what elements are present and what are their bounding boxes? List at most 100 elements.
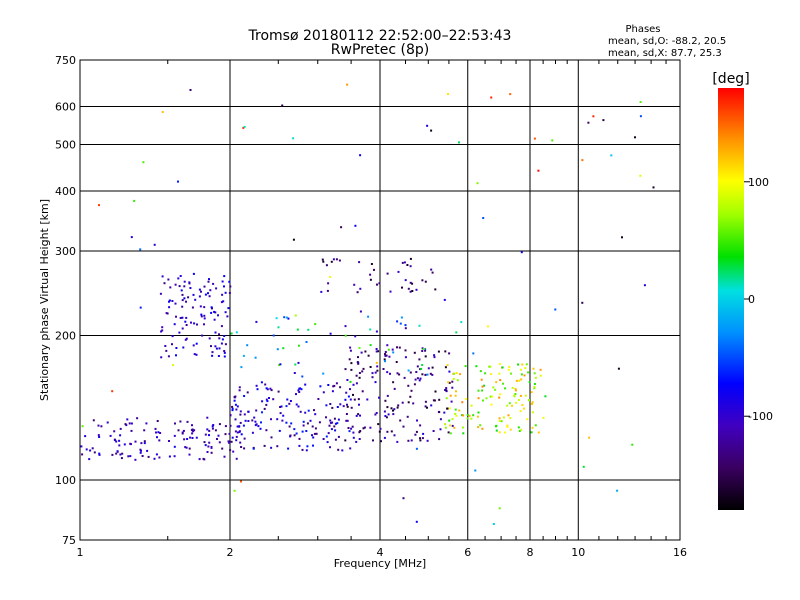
x-tick-label: 10: [571, 546, 585, 559]
data-point: [279, 412, 282, 415]
data-point: [239, 410, 242, 413]
data-point: [234, 418, 237, 421]
data-point: [344, 325, 347, 328]
data-point: [424, 373, 427, 376]
data-point: [396, 346, 398, 349]
data-point: [294, 314, 297, 317]
data-point: [174, 422, 176, 425]
data-point: [498, 419, 501, 422]
data-point: [307, 328, 310, 331]
data-point: [345, 413, 348, 415]
data-point: [339, 386, 342, 389]
data-point: [160, 330, 163, 333]
data-point: [412, 402, 415, 405]
data-point: [434, 288, 437, 291]
data-point: [479, 370, 482, 373]
data-point: [399, 419, 402, 422]
data-point: [520, 373, 523, 376]
y-tick-label: 500: [55, 139, 76, 152]
data-point: [426, 439, 429, 442]
data-point: [134, 458, 137, 461]
data-point: [426, 124, 429, 127]
data-point: [508, 365, 511, 368]
data-point: [359, 414, 361, 417]
data-point: [509, 93, 512, 96]
data-point: [116, 450, 119, 453]
data-point: [224, 291, 227, 294]
data-point: [358, 346, 361, 349]
data-point: [180, 289, 183, 292]
data-point: [265, 387, 268, 390]
data-point: [424, 348, 427, 351]
data-point: [346, 83, 349, 86]
data-point: [462, 432, 465, 435]
data-point: [143, 440, 146, 443]
data-point: [84, 435, 87, 438]
data-point: [495, 429, 498, 432]
data-point: [118, 439, 121, 442]
data-point: [433, 354, 436, 357]
data-point: [387, 413, 390, 416]
data-point: [209, 289, 212, 292]
data-point: [339, 403, 342, 406]
data-point: [375, 412, 378, 414]
data-point: [240, 366, 243, 369]
data-point: [345, 391, 348, 394]
data-point: [376, 283, 378, 286]
data-point: [232, 450, 235, 453]
data-point: [399, 322, 402, 325]
data-point: [140, 442, 143, 445]
data-point: [451, 380, 454, 383]
data-point: [495, 381, 498, 384]
data-point: [378, 430, 381, 433]
data-point: [220, 342, 223, 345]
data-point: [380, 440, 382, 443]
data-point: [393, 387, 396, 390]
data-point: [263, 407, 266, 410]
data-point: [447, 381, 450, 384]
data-point: [455, 414, 458, 417]
data-point: [414, 433, 417, 436]
data-point: [223, 350, 226, 352]
data-point: [384, 354, 387, 357]
data-point: [527, 371, 530, 374]
data-point: [218, 423, 221, 426]
data-point: [520, 251, 523, 254]
data-point: [587, 121, 590, 124]
data-point: [337, 418, 340, 421]
data-point: [191, 424, 193, 427]
data-point: [129, 442, 132, 445]
data-point: [336, 406, 339, 408]
data-point: [448, 381, 451, 384]
data-point: [277, 326, 280, 329]
data-point: [524, 367, 527, 370]
data-point: [113, 438, 116, 441]
data-point: [384, 353, 386, 356]
data-point: [184, 338, 187, 341]
data-point: [383, 358, 386, 361]
data-point: [223, 355, 226, 358]
data-point: [263, 444, 266, 447]
data-point: [203, 317, 206, 320]
data-point: [353, 398, 356, 401]
x-tick-label: 16: [673, 546, 687, 559]
data-point: [322, 391, 325, 394]
data-point: [537, 169, 540, 172]
data-point: [130, 422, 133, 425]
data-point: [526, 418, 529, 421]
data-point: [602, 119, 605, 122]
data-point: [235, 331, 238, 334]
data-point: [333, 425, 336, 428]
data-point: [384, 351, 387, 353]
data-point: [279, 363, 282, 366]
data-point: [409, 265, 412, 268]
data-point: [446, 364, 449, 367]
data-point: [411, 290, 414, 292]
data-point: [228, 280, 231, 283]
data-point: [616, 489, 619, 492]
data-point: [226, 315, 229, 318]
data-point: [537, 431, 540, 434]
data-point: [544, 395, 547, 398]
data-point: [275, 317, 278, 320]
data-point: [304, 411, 307, 414]
